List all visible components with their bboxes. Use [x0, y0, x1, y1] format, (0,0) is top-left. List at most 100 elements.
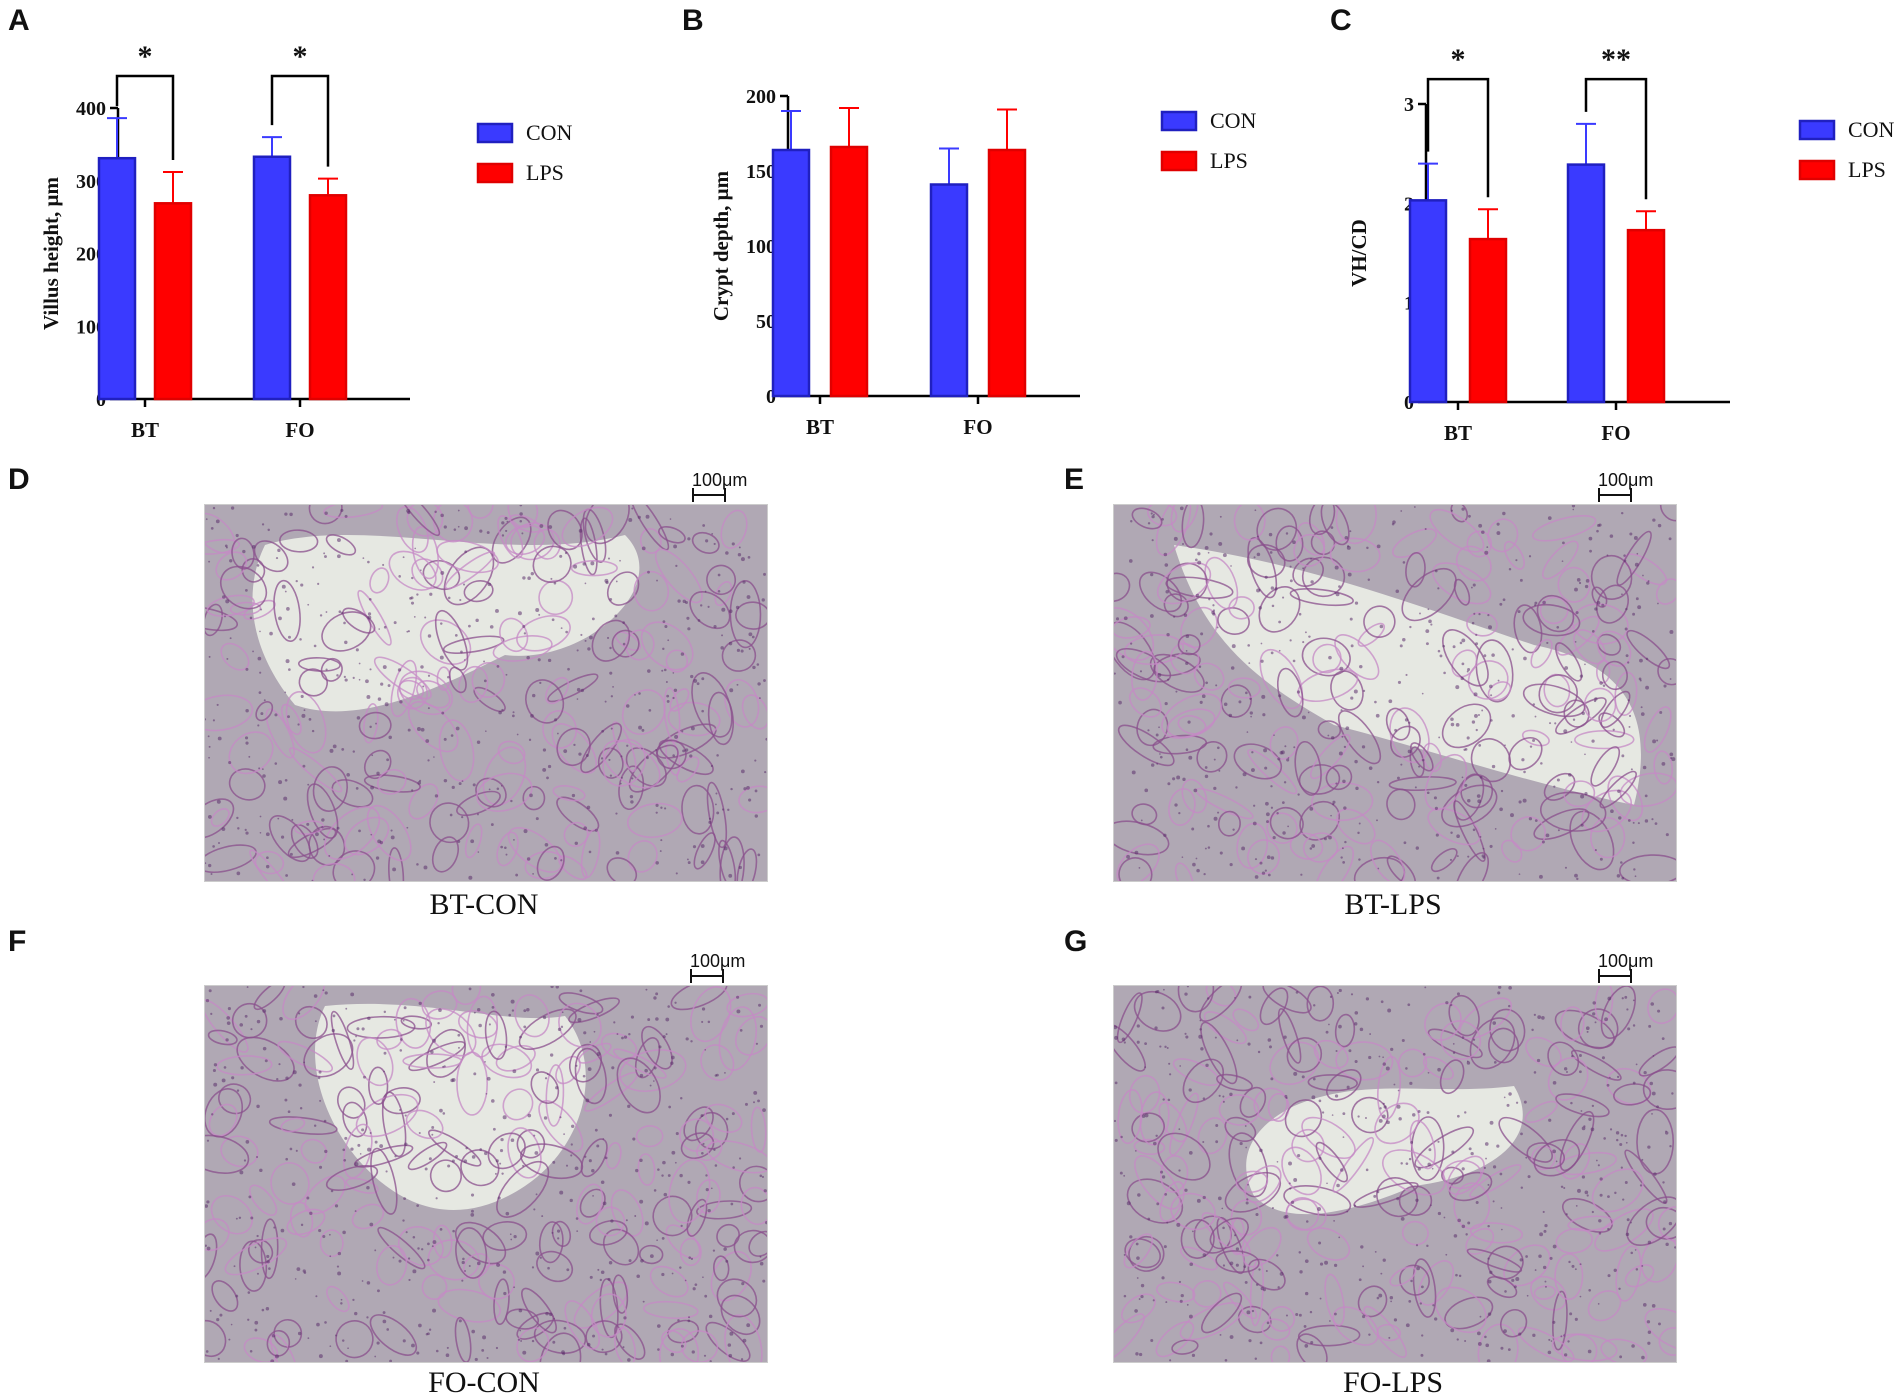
nucleus-dot: [1324, 1260, 1329, 1265]
nucleus-dot: [317, 582, 320, 585]
nucleus-dot: [361, 1280, 364, 1282]
nucleus-dot: [1504, 744, 1506, 747]
nucleus-dot: [1520, 1186, 1524, 1189]
nucleus-dot: [315, 1295, 318, 1298]
nucleus-dot: [1552, 1244, 1557, 1249]
villus-outline: [530, 1071, 560, 1104]
nucleus-dot: [1588, 1288, 1591, 1292]
nucleus-dot: [419, 779, 422, 782]
nucleus-dot: [1289, 579, 1293, 583]
nucleus-dot: [1568, 773, 1572, 777]
villus-outline: [1430, 847, 1458, 873]
significance-bracket: [1584, 77, 1648, 200]
villus-outline: [1469, 1222, 1524, 1244]
nucleus-dot: [680, 652, 685, 656]
villus-outline: [228, 731, 274, 775]
nucleus-dot: [721, 607, 726, 612]
bar-con-bt: [771, 148, 811, 398]
nucleus-dot: [250, 1028, 253, 1031]
nucleus-dot: [1126, 854, 1130, 859]
nucleus-dot: [723, 1247, 727, 1251]
nucleus-dot: [1203, 872, 1206, 876]
villus-outline: [432, 505, 474, 543]
nucleus-dot: [712, 1249, 716, 1252]
nucleus-dot: [589, 635, 593, 640]
nucleus-dot: [366, 1281, 371, 1285]
villus-outline: [1156, 562, 1212, 605]
nucleus-dot: [1543, 1229, 1547, 1233]
nucleus-dot: [1298, 1313, 1302, 1317]
nucleus-dot: [261, 523, 265, 526]
nucleus-dot: [345, 1007, 348, 1010]
nucleus-dot: [663, 668, 667, 672]
nucleus-dot: [1589, 549, 1592, 553]
nucleus-dot: [687, 861, 691, 865]
nucleus-dot: [1298, 612, 1302, 616]
nucleus-dot: [354, 1311, 358, 1316]
nucleus-dot: [324, 511, 328, 515]
nucleus-dot: [591, 1169, 595, 1173]
nucleus-dot: [512, 711, 515, 714]
nucleus-dot: [1433, 796, 1437, 800]
villus-outline: [1531, 515, 1597, 542]
villus-outline: [1405, 552, 1426, 588]
nucleus-dot: [1178, 1280, 1182, 1284]
nucleus-dot: [1221, 1207, 1224, 1210]
nucleus-dot: [1215, 684, 1218, 687]
nucleus-dot: [274, 1354, 279, 1359]
villus-outline: [323, 806, 381, 860]
nucleus-dot: [556, 1229, 561, 1233]
nucleus-dot: [680, 1096, 683, 1100]
villus-outline: [551, 1220, 572, 1247]
nucleus-dot: [359, 1153, 362, 1155]
nucleus-dot: [1338, 1236, 1341, 1239]
villus-outline: [390, 659, 418, 718]
villus-outline: [522, 785, 546, 811]
nucleus-dot: [1656, 739, 1659, 742]
nucleus-dot: [727, 1343, 732, 1347]
villus-outline: [300, 1138, 328, 1164]
villus-outline: [1559, 1110, 1595, 1172]
legend-swatch-con: [1160, 110, 1198, 132]
nucleus-dot: [1114, 1081, 1118, 1085]
nucleus-dot: [399, 1109, 402, 1111]
nucleus-dot: [1644, 794, 1648, 798]
nucleus-dot: [260, 608, 263, 611]
nucleus-dot: [1458, 1274, 1462, 1278]
nucleus-dot: [1673, 1246, 1676, 1249]
nucleus-dot: [1542, 1210, 1545, 1214]
nucleus-dot: [1368, 1333, 1371, 1336]
nucleus-dot: [684, 601, 688, 605]
nucleus-dot: [1250, 715, 1252, 718]
nucleus-dot: [606, 636, 610, 640]
nucleus-dot: [1452, 1042, 1455, 1045]
nucleus-dot: [625, 704, 630, 708]
nucleus-dot: [1527, 1175, 1531, 1179]
villus-outline: [496, 1160, 550, 1218]
nucleus-dot: [1396, 1197, 1400, 1201]
nucleus-dot: [565, 630, 568, 634]
nucleus-dot: [1300, 873, 1303, 876]
nucleus-dot: [692, 845, 697, 849]
nucleus-dot: [1114, 1119, 1117, 1123]
villus-outline: [1114, 616, 1151, 639]
nucleus-dot: [713, 542, 716, 546]
nucleus-dot: [668, 1105, 672, 1109]
nucleus-dot: [567, 667, 570, 671]
nucleus-dot: [1641, 1158, 1644, 1161]
nucleus-dot: [1338, 585, 1341, 588]
nucleus-dot: [288, 668, 291, 671]
nucleus-dot: [1150, 763, 1155, 767]
villus-outline: [606, 857, 638, 881]
villus-outline: [740, 1186, 767, 1226]
villus-outline: [547, 673, 599, 703]
nucleus-dot: [1634, 1249, 1637, 1251]
nucleus-dot: [1368, 1055, 1372, 1060]
nucleus-dot: [1572, 508, 1575, 511]
nucleus-dot: [1450, 831, 1453, 834]
nucleus-dot: [1585, 1026, 1590, 1031]
nucleus-dot: [1641, 1355, 1645, 1360]
x-tick-label: FO: [1601, 421, 1630, 445]
villus-outline: [1401, 567, 1457, 622]
nucleus-dot: [1358, 858, 1361, 861]
